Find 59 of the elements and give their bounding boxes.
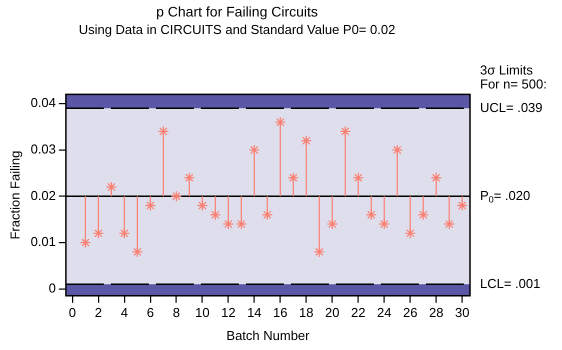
x-tick-label: 18 (299, 305, 314, 320)
point (378, 218, 390, 230)
x-tick-label: 10 (195, 305, 210, 320)
ref-line-label: UCL= .039 (480, 100, 543, 115)
x-tick-label: 2 (94, 305, 102, 320)
point (132, 246, 143, 258)
text: 3σ Limits (480, 62, 534, 78)
point (392, 144, 403, 156)
point (184, 172, 195, 184)
x-tick-label: 30 (454, 305, 470, 320)
x-tick-label: 8 (172, 305, 180, 320)
point (366, 209, 377, 220)
point (404, 228, 416, 239)
text: For n= 500: (480, 76, 547, 92)
point (80, 236, 91, 248)
point (352, 172, 364, 184)
x-axis-title: Batch Number (226, 328, 310, 343)
point (236, 218, 247, 230)
x-tick-label: 22 (351, 305, 366, 320)
point (430, 172, 442, 184)
point (118, 228, 130, 239)
point (418, 209, 429, 220)
point (288, 172, 299, 184)
point (92, 228, 104, 239)
y-tick-label: 0 (48, 280, 56, 296)
y-tick-label: 0.01 (30, 234, 56, 250)
x-tick-label: 4 (120, 305, 128, 320)
point (222, 218, 234, 230)
x-tick-label: 28 (428, 305, 444, 320)
point (144, 200, 156, 212)
point (106, 181, 117, 193)
point (326, 218, 338, 230)
point (300, 135, 312, 146)
point (340, 126, 351, 138)
ref-line-label: LCL= .001 (480, 276, 540, 291)
point (444, 218, 455, 230)
point (456, 200, 468, 212)
x-tick-label: 16 (273, 305, 288, 320)
y-tick-label: 0.03 (30, 142, 56, 157)
y-tick-label: 0.02 (30, 188, 56, 203)
chart-subtitle: Using Data in CIRCUITS and Standard Value P0= 0.02 (78, 22, 396, 38)
x-tick-label: 20 (325, 305, 340, 320)
point (248, 144, 260, 156)
point (210, 209, 221, 220)
point (314, 246, 325, 258)
x-tick-label: 0 (68, 305, 76, 320)
y-axis-title: Fraction Failing (7, 150, 22, 240)
x-tick-label: 6 (146, 305, 154, 320)
point (196, 200, 208, 212)
chart-title: p Chart for Failing Circuits (156, 3, 318, 20)
x-tick-label: 24 (377, 305, 392, 320)
y-tick-label: 0.04 (30, 95, 56, 110)
point (274, 116, 286, 128)
x-tick-label: 12 (221, 305, 236, 320)
x-tick-label: 26 (402, 305, 418, 320)
point (170, 190, 182, 202)
point (158, 126, 169, 138)
point (262, 209, 273, 220)
x-tick-label: 14 (247, 305, 262, 320)
